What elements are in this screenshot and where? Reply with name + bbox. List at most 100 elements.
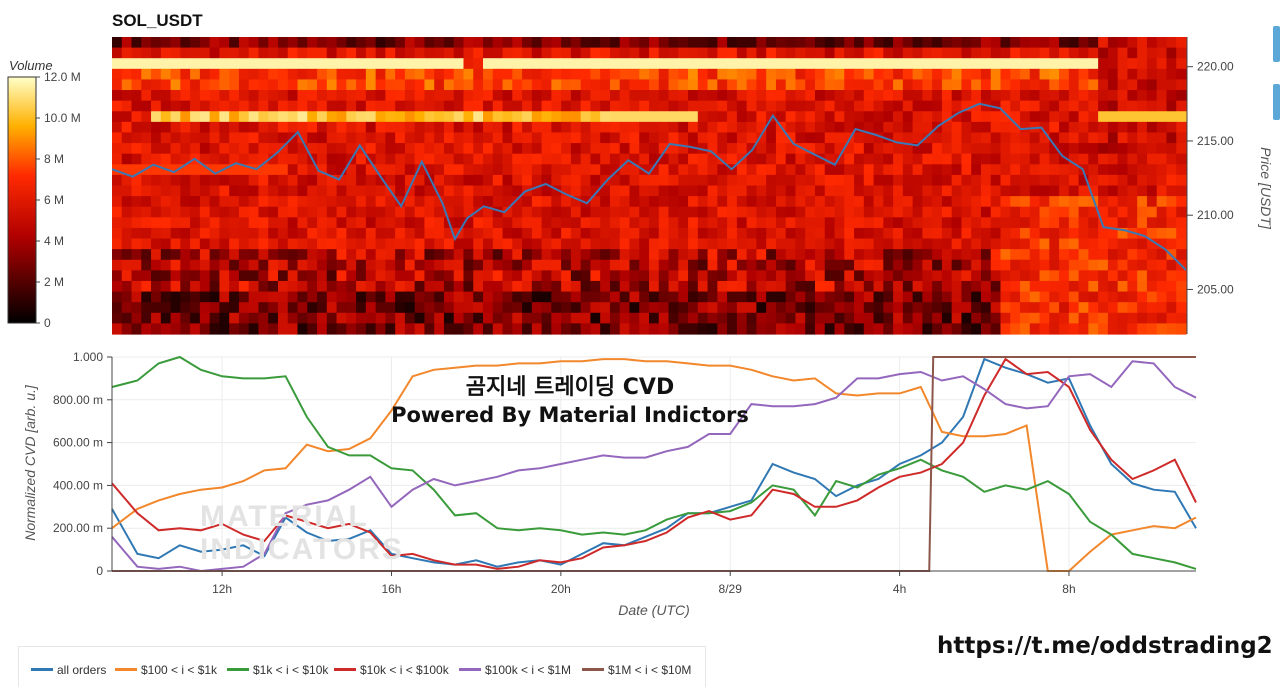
heatmap-cell — [180, 132, 191, 144]
heatmap-cell — [483, 249, 494, 261]
heatmap-cell — [961, 238, 972, 250]
heatmap-cell — [1146, 68, 1158, 81]
heatmap-cell — [473, 174, 484, 187]
heatmap-cell — [1166, 270, 1177, 282]
heatmap-cell — [893, 143, 904, 155]
heatmap-cell — [541, 280, 552, 293]
heatmap-cell — [834, 58, 845, 70]
heatmap-cell — [248, 37, 260, 49]
heatmap-cell — [277, 37, 289, 49]
heatmap-cell — [990, 206, 1002, 218]
legend-item[interactable]: $10k < i < $100k — [334, 663, 449, 677]
channel-link[interactable]: https://t.me/oddstrading2 — [937, 633, 1273, 659]
heatmap-cell — [697, 111, 709, 123]
heatmap-cell — [326, 100, 338, 112]
heatmap-cell — [502, 217, 513, 229]
heatmap-cell — [443, 68, 455, 81]
heatmap-cell — [1117, 217, 1129, 229]
heatmap-cell — [756, 312, 767, 324]
heatmap-cell — [746, 58, 757, 70]
side-toolbar-tab[interactable] — [1273, 84, 1280, 120]
heatmap-cell — [961, 217, 972, 229]
heatmap-cell — [434, 323, 445, 335]
heatmap-cell — [766, 143, 777, 155]
heatmap-cell — [629, 58, 640, 70]
heatmap-cell — [170, 302, 181, 314]
heatmap-cell — [258, 37, 269, 49]
heatmap-cell — [1010, 227, 1021, 240]
legend-item[interactable]: all orders — [31, 663, 106, 677]
colorbar-tick-label: 0 — [44, 316, 51, 330]
heatmap-cell — [1000, 143, 1011, 155]
heatmap-cell — [951, 100, 963, 112]
heatmap-cell — [707, 90, 718, 102]
legend-item[interactable]: $1M < i < $10M — [582, 663, 691, 677]
heatmap-cell — [980, 185, 992, 197]
legend-item[interactable]: $100k < i < $1M — [459, 663, 571, 677]
heatmap-cell — [1078, 196, 1089, 208]
heatmap-cell — [209, 217, 220, 229]
heatmap-cell — [238, 143, 250, 155]
heatmap-cell — [922, 37, 933, 49]
heatmap-cell — [854, 121, 865, 134]
legend-item[interactable]: $100 < i < $1k — [115, 663, 217, 677]
heatmap-cell — [492, 174, 504, 187]
heatmap-cell — [453, 143, 465, 155]
heatmap-cell — [912, 90, 923, 102]
heatmap-cell — [297, 206, 308, 218]
heatmap-cell — [1049, 302, 1060, 314]
heatmap-cell — [756, 185, 767, 197]
heatmap-cell — [649, 111, 660, 123]
heatmap-cell — [688, 217, 699, 229]
heatmap-cell — [775, 196, 787, 208]
heatmap-cell — [219, 121, 230, 134]
heatmap-cell — [297, 280, 308, 293]
heatmap-cell — [1156, 68, 1168, 81]
heatmap-cell — [834, 312, 845, 324]
heatmap-cell — [307, 259, 318, 271]
heatmap-cell — [1029, 227, 1041, 240]
heatmap-cell — [561, 143, 572, 155]
heatmap-cell — [1029, 185, 1041, 197]
heatmap-cell — [1078, 174, 1089, 187]
heatmap-cell — [531, 37, 543, 49]
heatmap-cell — [1098, 132, 1109, 144]
heatmap-cell — [414, 302, 426, 314]
side-toolbar-tab[interactable] — [1273, 26, 1280, 62]
heatmap-cell — [356, 153, 367, 165]
heatmap-cell — [287, 174, 299, 187]
heatmap-cell — [1098, 58, 1109, 70]
heatmap-cell — [1088, 249, 1099, 261]
heatmap-cell — [1039, 79, 1050, 91]
heatmap-cell — [229, 249, 240, 261]
heatmap-cell — [180, 153, 191, 165]
heatmap-cell — [561, 217, 572, 229]
heatmap-cell — [141, 143, 152, 155]
heatmap-cell — [600, 185, 611, 197]
heatmap-cell — [1039, 132, 1050, 144]
heatmap-cell — [1098, 153, 1109, 165]
heatmap-cell — [941, 37, 953, 49]
heatmap-cell — [151, 196, 162, 208]
heatmap-cell — [580, 217, 592, 229]
heatmap-cell — [326, 227, 338, 240]
heatmap-cell — [756, 259, 767, 271]
heatmap-cell — [1068, 280, 1080, 293]
heatmap-cell — [121, 121, 133, 134]
heatmap-cell — [512, 270, 523, 282]
heatmap-cell — [756, 196, 767, 208]
heatmap-cell — [268, 291, 279, 303]
heatmap-cell — [1039, 196, 1050, 208]
heatmap-cell — [863, 217, 875, 229]
heatmap-cell — [502, 111, 513, 123]
heatmap-cell — [814, 312, 826, 324]
heatmap-cell — [971, 47, 982, 59]
heatmap-cell — [248, 143, 260, 155]
heatmap-cell — [209, 164, 220, 176]
heatmap-cell — [180, 111, 191, 123]
heatmap-cell — [600, 259, 611, 271]
legend-item[interactable]: $1k < i < $10k — [227, 663, 328, 677]
heatmap-cell — [1020, 206, 1031, 218]
